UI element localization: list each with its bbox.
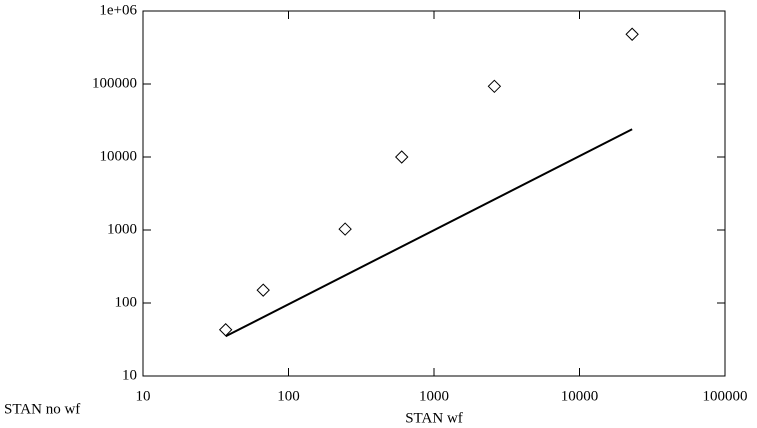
plot-frame (142, 10, 726, 377)
y-tick-label: 1000 (107, 221, 137, 237)
data-point (487, 79, 502, 94)
x-tick-label: 1000 (419, 388, 449, 404)
data-point (625, 27, 639, 41)
x-tick-label: 10000 (561, 388, 599, 404)
y-axis-label: STAN no wf (4, 401, 80, 417)
y-tick-label: 100 (115, 294, 138, 310)
trend-line (225, 128, 633, 338)
data-point (338, 222, 352, 236)
y-tick-label: 10000 (100, 148, 138, 164)
y-tick-label: 100000 (92, 75, 137, 91)
x-tick-label: 100 (277, 388, 300, 404)
y-tick-label: 1e+06 (99, 2, 137, 18)
x-tick-label: 10 (136, 388, 151, 404)
x-axis-label: STAN wf (405, 410, 463, 426)
y-tick-label: 10 (122, 367, 137, 383)
data-point (395, 150, 409, 164)
x-tick-label: 100000 (703, 388, 748, 404)
data-point (256, 283, 270, 297)
